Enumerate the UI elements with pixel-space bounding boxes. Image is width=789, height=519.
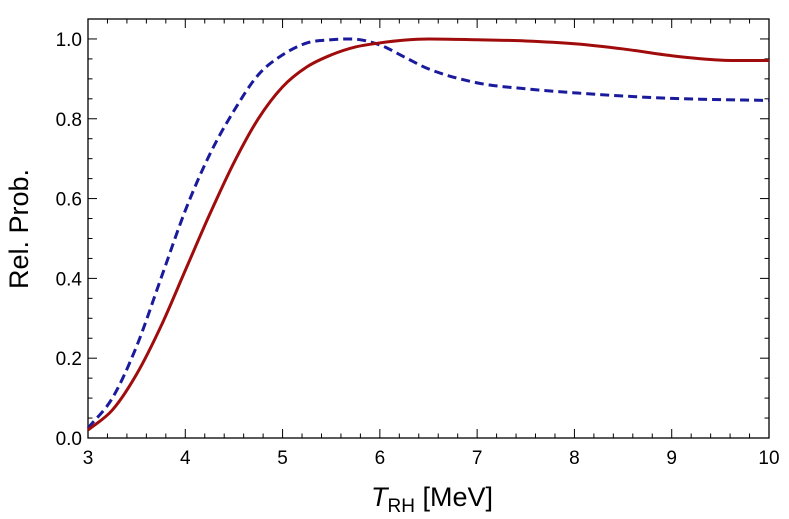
y-tick-label: 0.0: [56, 429, 82, 450]
x-tick-label: 9: [666, 448, 677, 469]
y-tick-label: 0.6: [56, 190, 82, 211]
y-axis-title: Rel. Prob.: [4, 169, 34, 289]
x-tick-label: 3: [83, 448, 94, 469]
x-axis-title: TRH [MeV]: [371, 482, 493, 517]
series-line-dashed-blue: [86, 37, 770, 429]
ticks: [87, 18, 770, 439]
x-tick-label: 10: [758, 448, 779, 469]
y-tick-label: 0.8: [56, 110, 82, 131]
series-layer: [86, 37, 770, 432]
x-tick-label: 8: [569, 448, 580, 469]
x-tick-labels: 3 4 5 6 7 8 9 10: [83, 448, 780, 469]
x-axis-title-symbol: T: [371, 482, 390, 512]
x-tick-label: 7: [472, 448, 483, 469]
x-tick-label: 5: [277, 448, 288, 469]
y-tick-label: 0.4: [56, 269, 83, 290]
y-tick-label: 0.2: [56, 349, 82, 370]
x-tick-label: 4: [180, 448, 191, 469]
plot-frame: [87, 18, 770, 439]
y-tick-label: 1.0: [56, 30, 82, 51]
x-axis-title-subscript: RH: [388, 496, 415, 517]
series-line-solid-red: [87, 37, 770, 432]
y-tick-labels: 0.0 0.2 0.4 0.6 0.8 1.0: [56, 30, 83, 450]
x-axis-title-unit: [MeV]: [415, 482, 493, 512]
x-tick-label: 6: [375, 448, 386, 469]
